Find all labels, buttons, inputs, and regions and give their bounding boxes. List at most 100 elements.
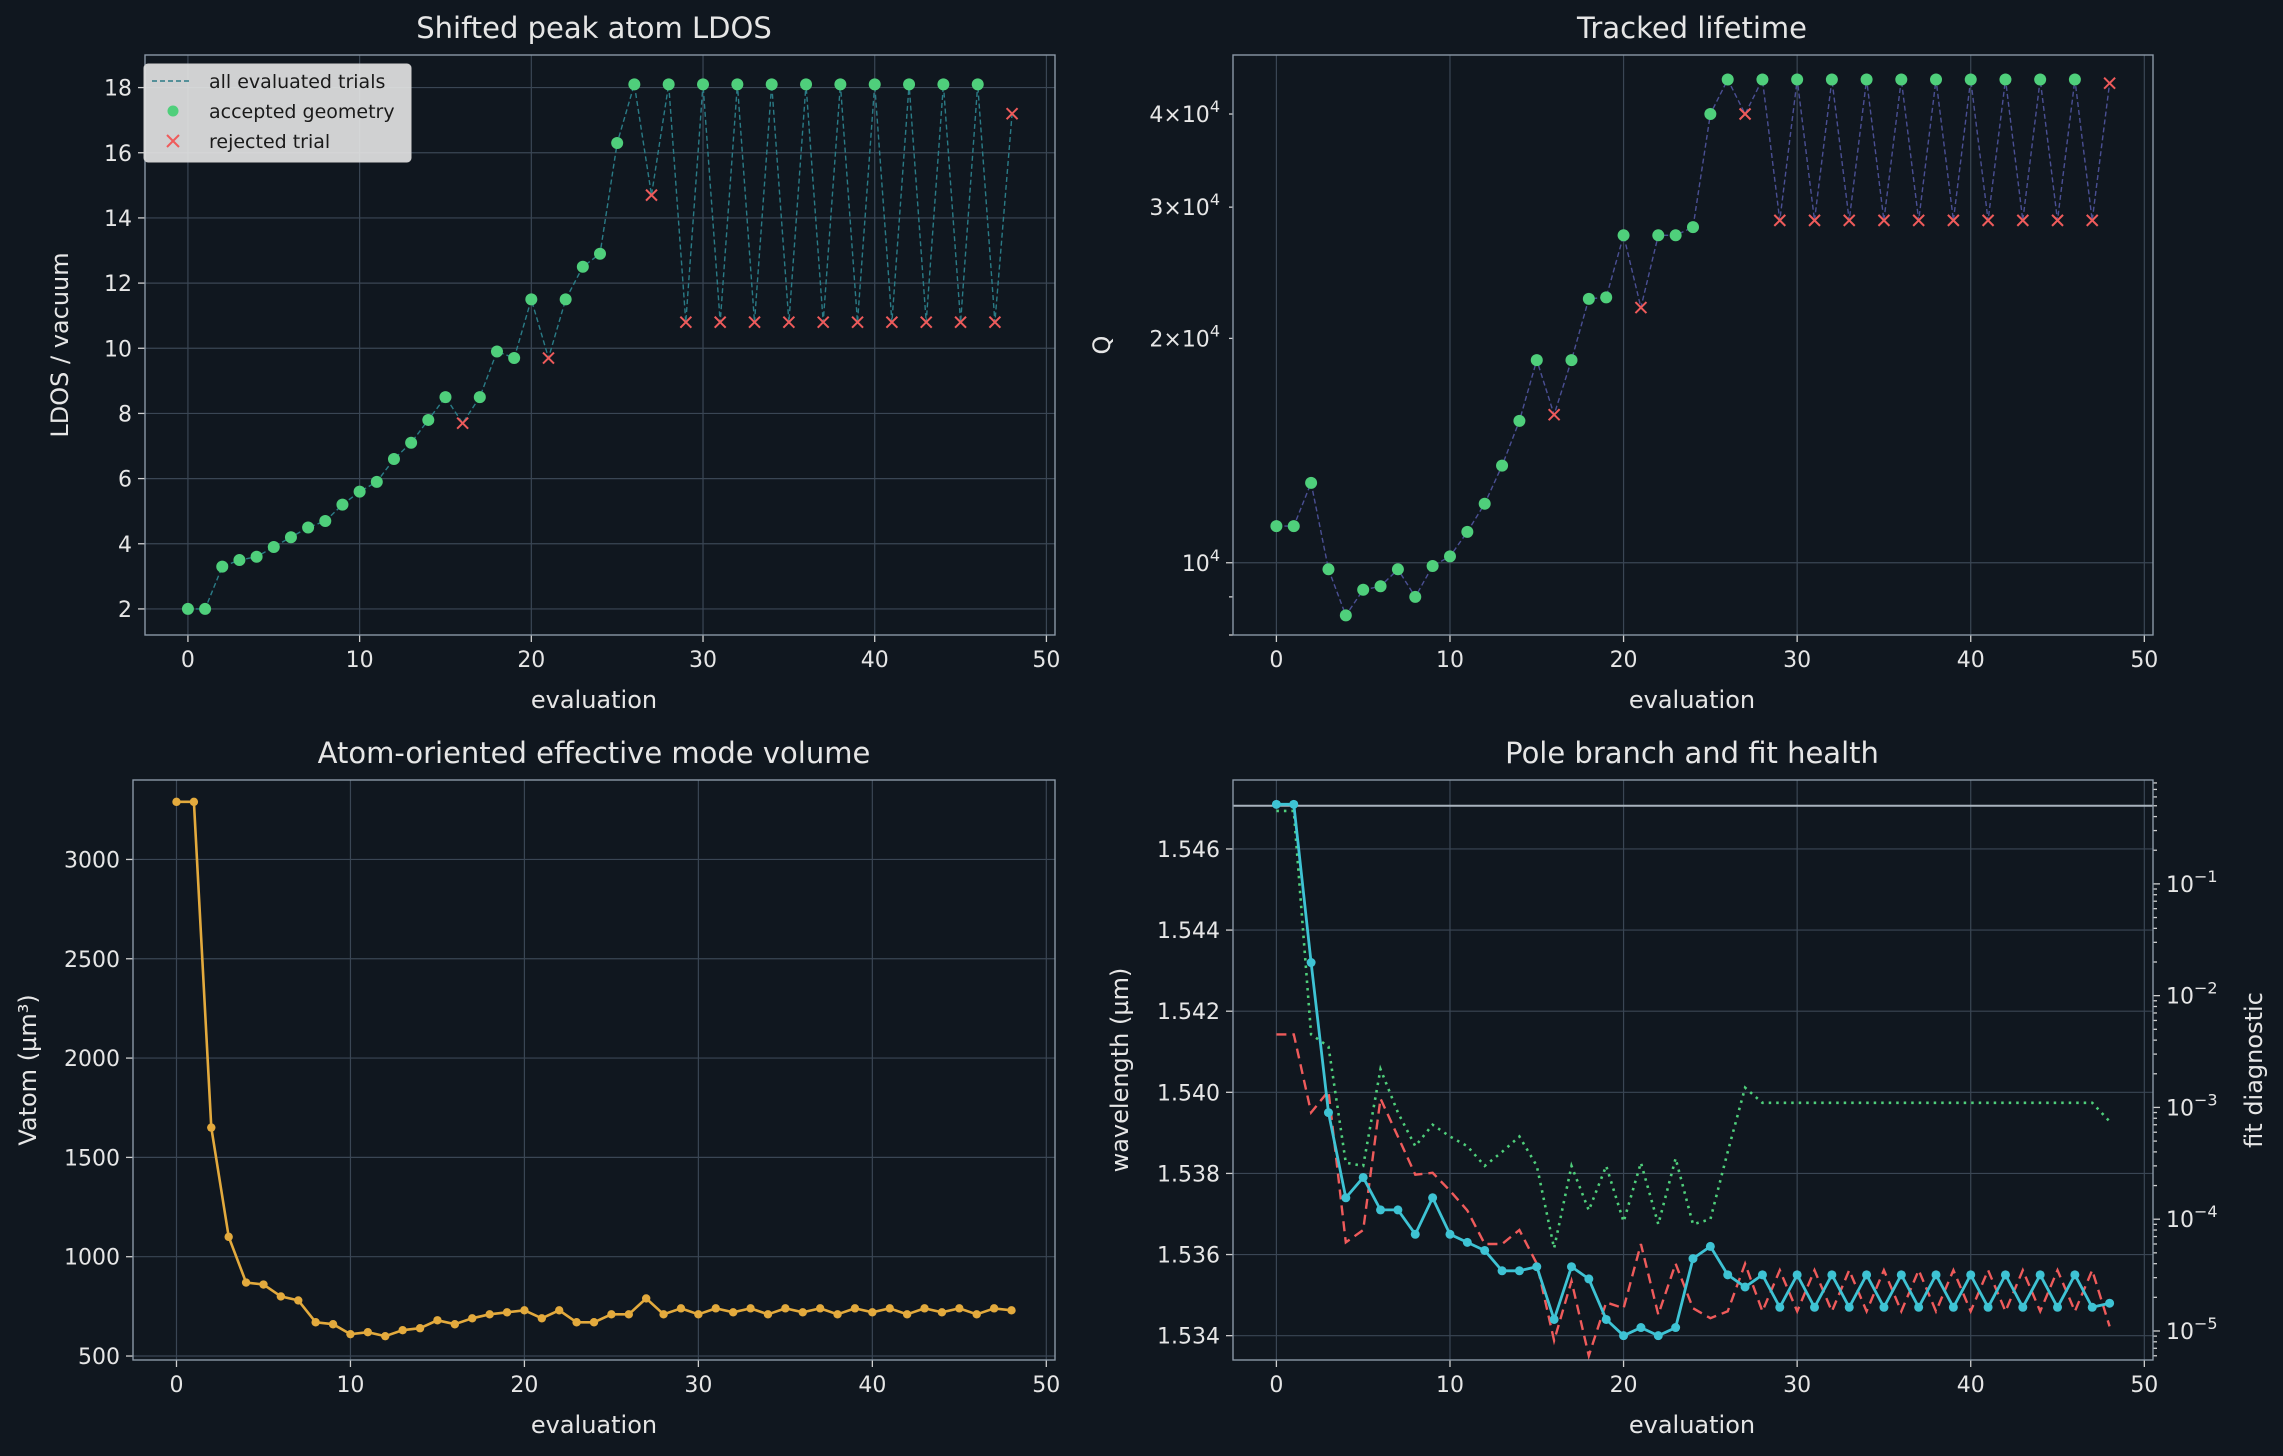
- wavelength-point: [1532, 1262, 1542, 1272]
- y-tick-label: 8: [118, 402, 132, 427]
- vatom-point: [294, 1296, 303, 1305]
- y-tick-label: 4×104: [1149, 97, 1220, 128]
- y-tick-label: 2000: [64, 1047, 120, 1072]
- wavelength-point: [1601, 1314, 1611, 1324]
- rejected-point: [2086, 214, 2099, 227]
- y2-tick-label: 10−2: [2166, 979, 2218, 1010]
- accepted-point: [1409, 590, 1422, 603]
- vatom-point: [815, 1304, 825, 1313]
- ldos-axes-frame: [144, 54, 1056, 636]
- x-tick-label: 10: [1436, 648, 1464, 673]
- x-tick-label: 30: [689, 648, 717, 673]
- wavelength-point: [1428, 1193, 1438, 1203]
- rejected-point: [713, 315, 727, 329]
- accepted-point: [1496, 459, 1509, 472]
- x-tick-label: 10: [336, 1373, 364, 1398]
- accepted-point: [1478, 497, 1491, 510]
- vatom-point: [346, 1329, 355, 1339]
- y-tick-label: 1.544: [1157, 919, 1220, 944]
- accepted-point: [353, 485, 366, 498]
- accepted-point: [1791, 73, 1804, 86]
- rejected-point: [817, 315, 830, 329]
- ldos-ylabel: LDOS / vacuum: [46, 252, 74, 437]
- fit-diagnostic-dashed-line: [1276, 1033, 2111, 1361]
- mode-volume-panel: Atom-oriented effective mode volume eval…: [14, 736, 1060, 1439]
- accepted-point: [370, 475, 383, 488]
- y-tick-label: 12: [104, 272, 132, 297]
- accepted-point: [1339, 609, 1352, 622]
- accepted-point: [1565, 354, 1578, 367]
- y-tick-label: 1.542: [1157, 1000, 1220, 1025]
- ldos-panel: Shifted peak atom LDOS evaluation LDOS /…: [46, 11, 1060, 714]
- accepted-point: [1461, 525, 1474, 538]
- wavelength-point: [1671, 1323, 1681, 1333]
- accepted-point: [662, 78, 675, 91]
- vatom-point: [798, 1308, 807, 1317]
- accepted-point: [405, 436, 418, 449]
- accepted-point: [868, 78, 881, 91]
- rejected-point: [1005, 107, 1019, 120]
- wavelength-point: [1376, 1205, 1386, 1215]
- accepted-point: [1756, 73, 1769, 86]
- vatom-point: [728, 1308, 738, 1317]
- x-tick-label: 10: [346, 648, 374, 673]
- vatom-point: [485, 1310, 494, 1319]
- rejected-point: [1912, 214, 1925, 227]
- vatom-point: [607, 1310, 616, 1319]
- legend-trials-label: all evaluated trials: [209, 71, 385, 93]
- accepted-point: [336, 498, 349, 511]
- x-tick-label: 30: [1783, 1373, 1811, 1398]
- accepted-point: [1964, 73, 1977, 86]
- wavelength-point: [1584, 1274, 1594, 1284]
- wavelength-point: [1480, 1245, 1490, 1255]
- vatom-point: [224, 1232, 233, 1242]
- y-tick-label: 1.534: [1157, 1325, 1220, 1350]
- accepted-point: [937, 78, 950, 91]
- vatom-point: [520, 1306, 529, 1315]
- wavelength-point: [1757, 1270, 1767, 1280]
- x-tick-label: 20: [510, 1373, 538, 1398]
- y-tick-label: 1500: [64, 1146, 120, 1171]
- rejected-point: [645, 188, 658, 202]
- rejected-point: [1843, 214, 1856, 227]
- wavelength-point: [1566, 1262, 1576, 1272]
- accepted-point: [1600, 291, 1613, 304]
- accepted-point: [1322, 563, 1335, 576]
- accepted-point: [284, 531, 297, 544]
- accepted-point: [1426, 560, 1439, 573]
- y2-tick-label: 10−1: [2166, 867, 2218, 898]
- y-tick-label: 2: [118, 598, 132, 623]
- x-tick-label: 0: [181, 648, 195, 673]
- y-tick-label: 3000: [64, 848, 120, 873]
- wavelength-point: [2105, 1298, 2115, 1308]
- accepted-point: [1825, 73, 1838, 86]
- vatom-point: [624, 1310, 633, 1319]
- accepted-point: [971, 78, 984, 91]
- rejected-point: [1773, 214, 1786, 227]
- x-tick-label: 30: [684, 1373, 712, 1398]
- pole-branch-axes-frame: [1232, 779, 2154, 1361]
- accepted-point: [1391, 563, 1404, 576]
- rejected-point: [1808, 214, 1821, 227]
- accepted-point: [233, 554, 246, 567]
- accepted-point: [834, 78, 847, 91]
- rejected-point: [2103, 76, 2116, 90]
- wavelength-point: [1323, 1108, 1333, 1118]
- accepted-point: [1930, 73, 1943, 86]
- accepted-point: [697, 78, 710, 91]
- vatom-point: [694, 1310, 703, 1319]
- wavelength-point: [1966, 1270, 1976, 1280]
- vatom-point: [468, 1314, 477, 1323]
- accepted-point: [302, 521, 315, 534]
- accepted-point: [1617, 229, 1630, 242]
- vatom-point: [676, 1304, 686, 1313]
- vatom-point: [937, 1308, 947, 1317]
- wavelength-point: [1740, 1282, 1750, 1292]
- rejected-point: [679, 315, 693, 329]
- rejected-point: [748, 315, 761, 329]
- vatom-point: [955, 1304, 964, 1313]
- x-tick-label: 50: [2130, 648, 2158, 673]
- rejected-point: [1738, 107, 1752, 121]
- accepted-point: [1669, 229, 1682, 242]
- accepted-point: [628, 78, 641, 91]
